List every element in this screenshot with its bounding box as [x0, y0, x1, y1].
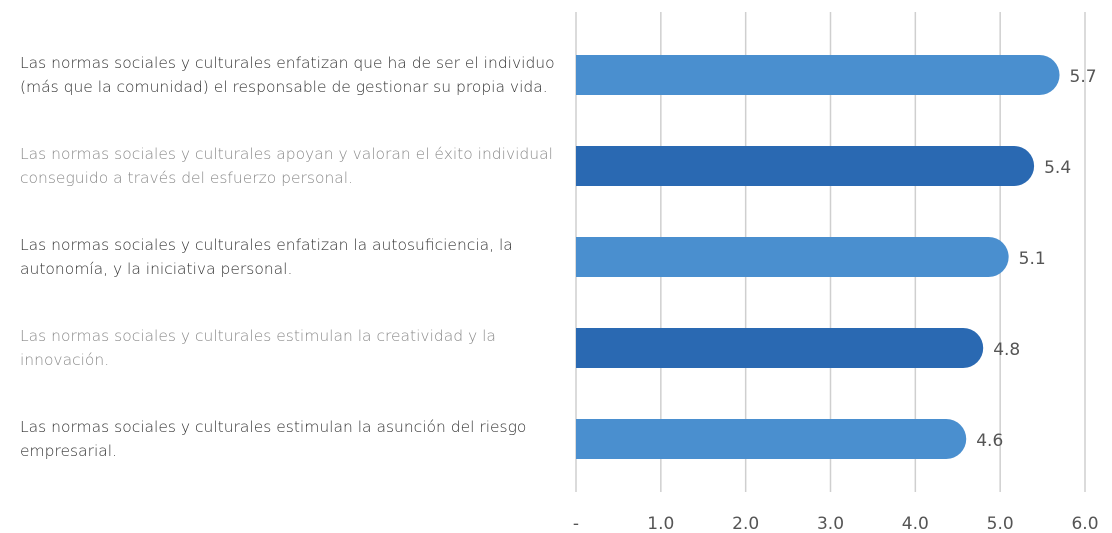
category-label: Las normas sociales y culturales enfatiz… — [20, 54, 555, 96]
bar — [576, 328, 984, 368]
category-label: Las normas sociales y culturales apoyan … — [20, 145, 553, 187]
x-tick-label: 2.0 — [732, 514, 759, 533]
x-tick-label: - — [573, 514, 579, 533]
bar — [576, 419, 967, 459]
bar — [576, 146, 1035, 186]
value-label: 5.1 — [1019, 249, 1046, 269]
x-tick-label: 3.0 — [817, 514, 844, 533]
value-label: 4.8 — [993, 340, 1020, 360]
category-label: Las normas sociales y culturales enfatiz… — [20, 236, 513, 278]
x-tick-label: 6.0 — [1071, 514, 1098, 533]
value-label: 5.4 — [1044, 158, 1071, 178]
category-label: Las normas sociales y culturales estimul… — [20, 327, 496, 369]
value-label: 4.6 — [976, 431, 1003, 451]
x-tick-label: 4.0 — [902, 514, 929, 533]
x-tick-label: 1.0 — [647, 514, 674, 533]
category-label: Las normas sociales y culturales estimul… — [20, 418, 527, 460]
x-tick-label: 5.0 — [987, 514, 1014, 533]
bar — [576, 237, 1009, 277]
bar — [576, 55, 1060, 95]
value-label: 5.7 — [1070, 67, 1097, 87]
